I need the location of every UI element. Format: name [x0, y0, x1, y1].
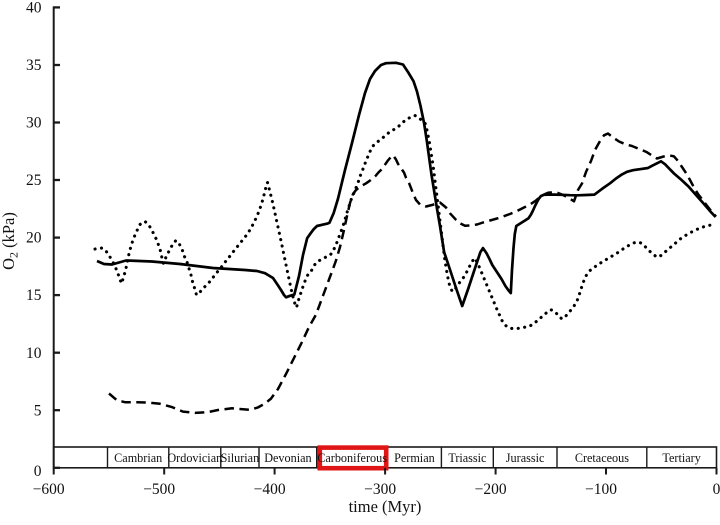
svg-text:40: 40: [26, 0, 42, 17]
svg-text:Cambrian: Cambrian: [114, 451, 162, 465]
svg-text:Cretaceous: Cretaceous: [575, 451, 629, 465]
svg-text:Permian: Permian: [394, 451, 435, 465]
svg-text:Triassic: Triassic: [448, 451, 487, 465]
svg-text:Silurian: Silurian: [221, 451, 260, 465]
svg-text:−100: −100: [585, 481, 617, 498]
svg-text:O2 (kPa): O2 (kPa): [0, 212, 21, 270]
svg-text:Jurassic: Jurassic: [506, 451, 545, 465]
svg-text:Tertiary: Tertiary: [662, 451, 701, 465]
svg-text:10: 10: [26, 345, 42, 362]
svg-text:35: 35: [26, 57, 42, 74]
svg-text:5: 5: [34, 402, 42, 419]
svg-text:time (Myr): time (Myr): [349, 497, 422, 516]
svg-text:−600: −600: [33, 481, 65, 498]
svg-text:30: 30: [26, 115, 42, 132]
svg-text:0: 0: [34, 463, 42, 480]
svg-text:−500: −500: [143, 481, 175, 498]
svg-text:Devonian: Devonian: [264, 451, 311, 465]
svg-text:Ordovician: Ordovician: [167, 451, 222, 465]
svg-text:15: 15: [26, 287, 42, 304]
svg-text:−200: −200: [475, 481, 507, 498]
svg-text:20: 20: [26, 230, 42, 247]
svg-text:0: 0: [713, 481, 720, 498]
svg-text:−400: −400: [254, 481, 286, 498]
svg-text:−300: −300: [364, 481, 396, 498]
svg-text:Carboniferous: Carboniferous: [317, 451, 387, 465]
svg-text:25: 25: [26, 172, 42, 189]
